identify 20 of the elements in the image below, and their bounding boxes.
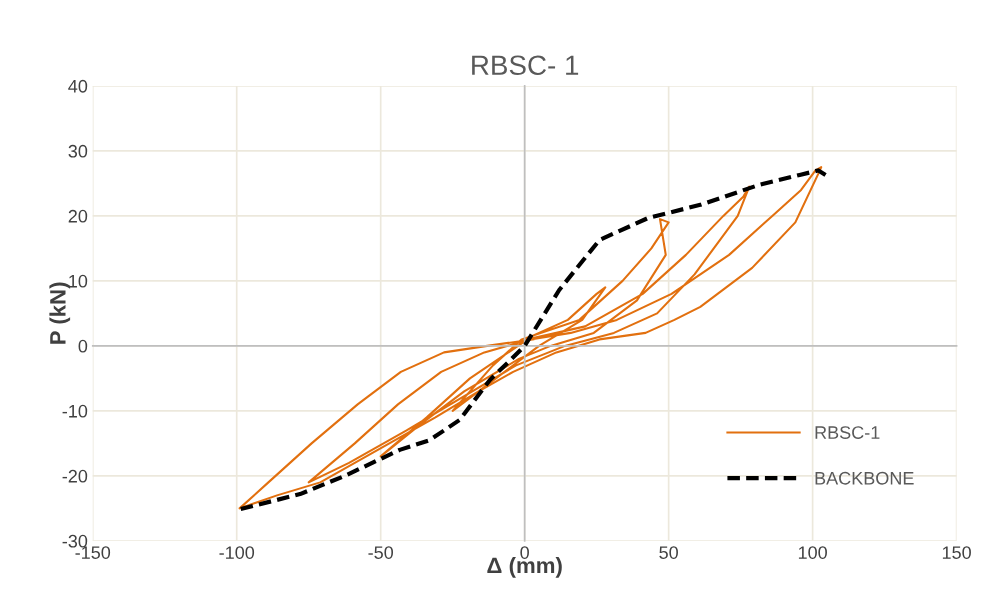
x-axis-title: Δ (mm)	[487, 557, 562, 578]
x-tick-label: 100	[798, 546, 827, 559]
y-tick-label: 10	[69, 274, 88, 288]
y-tick-label: 30	[68, 144, 88, 158]
y-tick-label: -20	[62, 469, 88, 483]
x-tick-label: -150	[75, 546, 111, 559]
y-tick-label: -30	[62, 534, 88, 548]
y-tick-label: 40	[68, 79, 88, 93]
chart-title: RBSC- 1	[472, 55, 579, 76]
y-axis-title: P (kN)	[49, 282, 71, 344]
x-tick-label: 150	[942, 546, 971, 559]
x-tick-label: 0	[520, 546, 529, 559]
legend-label: BACKBONE	[815, 471, 914, 485]
y-tick-label: 20	[68, 209, 88, 223]
y-tick-label: 0	[78, 339, 88, 353]
x-tick-label: -100	[219, 546, 255, 559]
y-tick-label: -10	[62, 404, 88, 418]
x-tick-label: -50	[368, 546, 394, 559]
legend-label: RBSC-1	[815, 426, 880, 439]
x-tick-label: 50	[659, 546, 678, 559]
